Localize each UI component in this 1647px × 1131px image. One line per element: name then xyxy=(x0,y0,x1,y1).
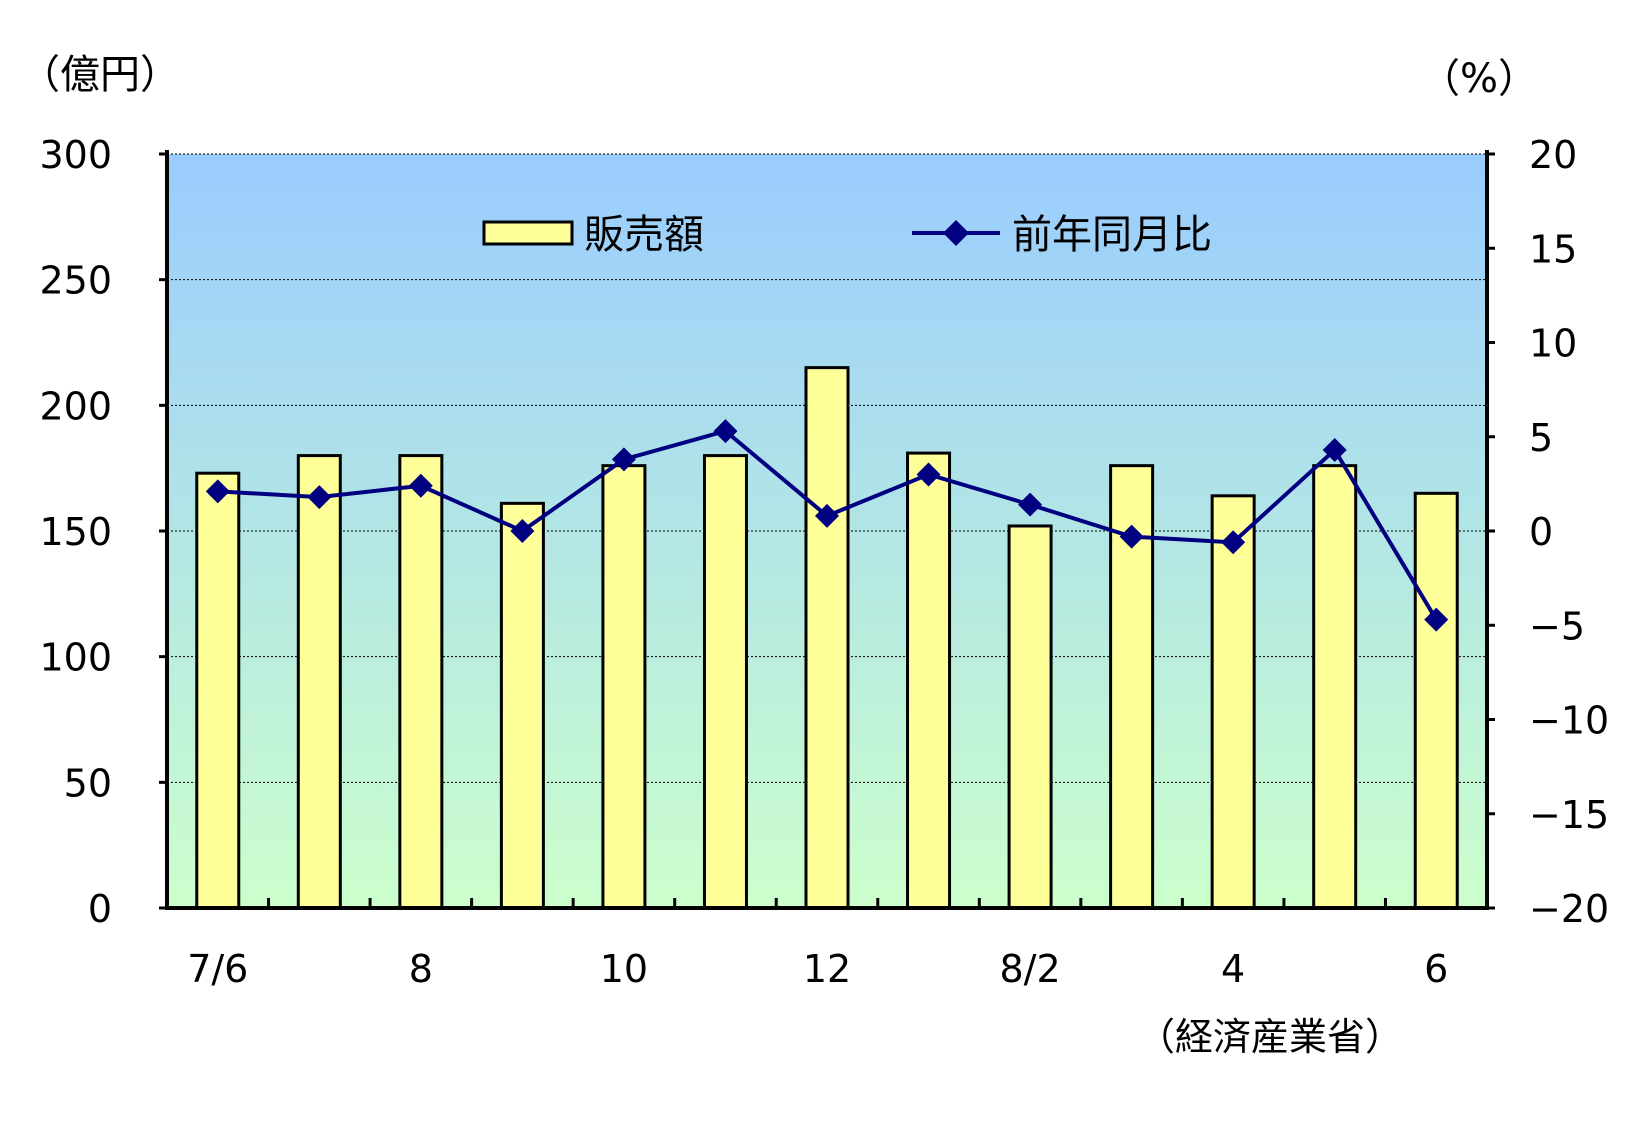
source-label: （経済産業省） xyxy=(1137,1015,1403,1059)
axes xyxy=(159,150,1495,910)
legend-line-marker xyxy=(943,220,969,246)
bar xyxy=(296,454,342,910)
x-tick-label: 8 xyxy=(409,947,433,991)
bar xyxy=(499,501,545,910)
bar xyxy=(1413,491,1459,910)
left-tick-label: 0 xyxy=(88,887,112,931)
bar xyxy=(702,454,748,910)
yoy-marker xyxy=(916,462,941,487)
yoy-marker xyxy=(205,479,230,504)
right-tick-label: 0 xyxy=(1529,510,1553,554)
bar-series xyxy=(195,366,1459,910)
x-tick-label: 6 xyxy=(1424,947,1448,991)
legend-bar-label: 販売額 xyxy=(584,212,704,258)
left-tick-label: 100 xyxy=(39,636,112,680)
right-tick-label: 10 xyxy=(1529,322,1577,366)
line-series xyxy=(205,419,1449,632)
left-tick-label: 200 xyxy=(39,384,112,428)
yoy-marker xyxy=(1018,492,1043,517)
right-tick-label: −10 xyxy=(1529,699,1609,743)
bar xyxy=(601,464,647,910)
bar xyxy=(1007,524,1053,910)
yoy-marker xyxy=(713,419,738,444)
bar xyxy=(1312,464,1358,910)
right-tick-label: 5 xyxy=(1529,416,1553,460)
bar xyxy=(398,454,444,910)
right-tick-label: −5 xyxy=(1529,604,1585,648)
left-tick-label: 250 xyxy=(39,259,112,303)
bar xyxy=(1210,494,1256,910)
yoy-marker xyxy=(307,485,332,510)
yoy-marker xyxy=(1322,437,1347,462)
bar xyxy=(804,366,850,910)
yoy-marker xyxy=(1221,530,1246,555)
legend-line-label: 前年同月比 xyxy=(1012,212,1212,258)
x-tick-label: 8/2 xyxy=(999,947,1060,991)
left-tick-label: 50 xyxy=(64,761,112,805)
right-tick-label: −15 xyxy=(1529,793,1609,837)
legend: 販売額 前年同月比 xyxy=(482,212,1212,258)
right-tick-label: −20 xyxy=(1529,887,1609,931)
yoy-marker xyxy=(1424,607,1449,632)
yoy-marker xyxy=(1119,524,1144,549)
left-axis-unit: （億円） xyxy=(20,52,180,98)
x-tick-label: 7/6 xyxy=(187,947,248,991)
right-tick-label: 15 xyxy=(1529,227,1577,271)
left-tick-label: 150 xyxy=(39,510,112,554)
x-tick-label: 10 xyxy=(600,947,648,991)
right-axis-unit: （%） xyxy=(1420,56,1538,102)
bar xyxy=(195,471,241,910)
yoy-marker xyxy=(408,473,433,498)
right-tick-label: 20 xyxy=(1529,133,1577,177)
x-tick-label: 12 xyxy=(803,947,851,991)
yoy-marker xyxy=(510,519,535,543)
bar xyxy=(906,451,952,910)
left-tick-label: 300 xyxy=(39,133,112,177)
x-tick-label: 4 xyxy=(1221,947,1245,991)
yoy-marker xyxy=(611,447,636,472)
yoy-marker xyxy=(815,503,839,528)
axis-labels: 0 50 100 150 200 250 300 −20 −15 −10 −5 0 5 10 15 20 7/6… xyxy=(39,133,1609,991)
legend-bar-swatch xyxy=(482,220,574,246)
